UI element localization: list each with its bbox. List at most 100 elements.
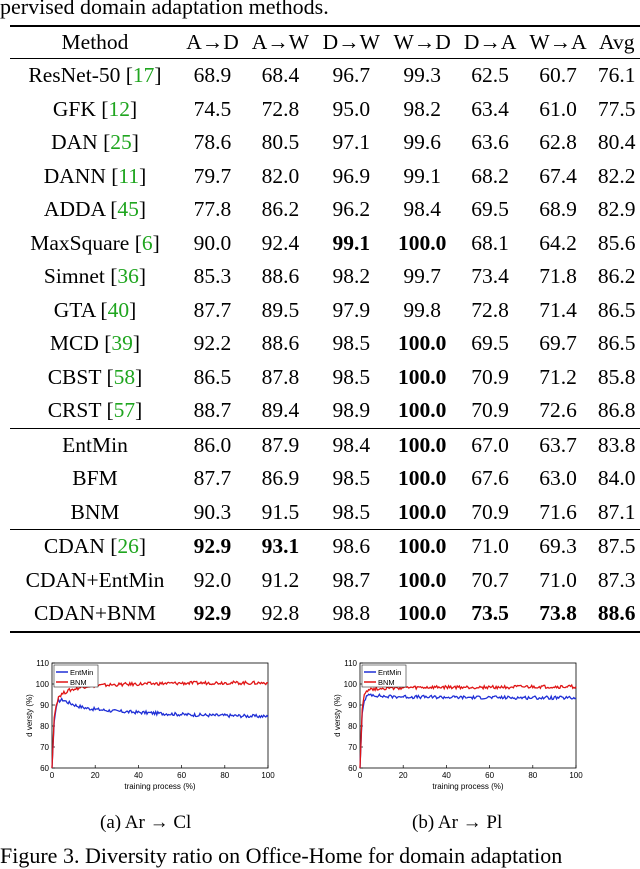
value-cell: 63.6 <box>471 130 509 155</box>
value-cell: 67.6 <box>471 466 509 491</box>
value-cell: 76.1 <box>593 58 640 93</box>
value-cell: 62.5 <box>457 58 523 93</box>
method-cell: CDAN+EntMin <box>10 564 180 598</box>
value-cell: 92.2 <box>193 331 232 356</box>
value-cell: 98.2 <box>332 264 371 289</box>
plot-ar-cl: 0 20 40 60 80 100 60 70 80 90 100 110 training proce… <box>22 655 280 805</box>
x-tick-label: 0 <box>50 771 55 780</box>
method-name: EntMin <box>62 432 128 457</box>
value-cell: 98.9 <box>332 398 371 423</box>
value-cell: 82.9 <box>597 197 636 222</box>
value-cell: 68.9 <box>180 58 245 93</box>
value-cell: 64.2 <box>539 230 577 255</box>
value-cell: 86.9 <box>261 466 300 491</box>
value-cell: 83.8 <box>593 427 640 462</box>
table-row: CDAN+EntMin 92.0 91.2 98.7 100.0 70.7 71.0 87.3 <box>10 564 640 598</box>
method-cell: CRST [57] <box>47 398 143 423</box>
value-cell: 73.5 <box>457 597 523 633</box>
citation-link[interactable]: 39 <box>111 331 133 356</box>
value-cell: 98.7 <box>332 567 371 592</box>
citation-link[interactable]: 6 <box>141 230 153 255</box>
value-cell: 84.0 <box>597 466 636 491</box>
method-name: CBST <box>47 364 102 389</box>
legend-label: EntMin <box>70 668 93 677</box>
value-cell: 86.5 <box>597 331 636 356</box>
method-cell: MaxSquare [6] <box>30 230 160 255</box>
value-cell: 87.7 <box>193 466 232 491</box>
chart-ar-pl-svg: 0 20 40 60 80 100 60 70 80 90 100 110 training proce… <box>333 659 583 791</box>
value-cell: 77.8 <box>193 197 232 222</box>
value-cell: 69.7 <box>539 331 577 356</box>
value-cell: 87.8 <box>261 364 300 389</box>
value-cell: 71.6 <box>539 499 577 524</box>
method-cell: EntMin <box>10 427 180 462</box>
value-cell: 90.3 <box>193 499 232 524</box>
value-cell: 100.0 <box>386 427 458 462</box>
table-caption-fragment: pervised domain adaptation methods. <box>0 0 329 19</box>
y-tick-label: 70 <box>40 743 49 752</box>
citation-link[interactable]: 58 <box>113 364 136 389</box>
value-cell: 87.7 <box>193 297 232 322</box>
value-cell: 96.7 <box>315 58 387 93</box>
value-cell: 91.5 <box>261 499 300 524</box>
value-cell: 72.8 <box>471 297 509 322</box>
value-cell: 99.1 <box>332 230 371 255</box>
value-cell: 100.0 <box>386 529 458 564</box>
method-name: BNM <box>70 499 120 524</box>
value-cell: 100.0 <box>397 398 447 423</box>
x-tick-label: 0 <box>358 771 363 780</box>
value-cell: 63.0 <box>539 466 577 491</box>
x-tick-label: 40 <box>134 771 143 780</box>
y-tick-label: 80 <box>348 722 357 731</box>
method-cell: Simnet [36] <box>43 264 147 289</box>
table-row: EntMin 86.0 87.9 98.4 100.0 67.0 63.7 83.8 <box>10 427 640 462</box>
value-cell: 98.6 <box>315 529 387 564</box>
table-row: Simnet [36] 85.3 88.6 98.2 99.7 73.4 71.8 86.2 <box>10 260 640 294</box>
value-cell: 68.1 <box>471 230 509 255</box>
y-tick-label: 110 <box>344 659 357 668</box>
citation-link[interactable]: 40 <box>107 297 130 322</box>
value-cell: 71.8 <box>539 264 577 289</box>
table-body: ResNet-50 [17] 68.9 68.4 96.7 99.3 62.5 60.7 76… <box>10 58 640 633</box>
header-cell: W→A <box>522 25 594 59</box>
value-cell: 98.2 <box>403 96 441 121</box>
value-cell: 86.5 <box>193 364 232 389</box>
value-cell: 88.7 <box>193 398 232 423</box>
value-cell: 89.5 <box>261 297 300 322</box>
value-cell: 87.3 <box>597 567 636 592</box>
citation-link[interactable]: 17 <box>132 63 155 88</box>
value-cell: 63.7 <box>522 427 594 462</box>
value-cell: 68.4 <box>244 58 316 93</box>
plot-ar-pl: 0 20 40 60 80 100 60 70 80 90 100 110 training proce… <box>330 655 588 805</box>
value-cell: 87.9 <box>244 427 316 462</box>
value-cell: 97.9 <box>332 297 371 322</box>
table-row: MaxSquare [6] 90.0 92.4 99.1 100.0 68.1 64.2 85… <box>10 227 640 261</box>
value-cell: 86.5 <box>597 297 636 322</box>
subcaption-b: (b) Ar → Pl <box>412 812 503 833</box>
value-cell: 87.1 <box>597 499 636 524</box>
citation-link[interactable]: 25 <box>110 130 132 155</box>
value-cell: 86.2 <box>261 197 300 222</box>
value-cell: 69.5 <box>471 331 509 356</box>
value-cell: 82.2 <box>597 163 636 188</box>
citation-link[interactable]: 36 <box>117 264 139 289</box>
table-row: DAN [25] 78.6 80.5 97.1 99.6 63.6 62.8 80.4 <box>10 126 640 160</box>
y-axis-label: d versty (%) <box>333 694 342 737</box>
value-cell: 98.5 <box>332 331 371 356</box>
value-cell: 92.0 <box>193 567 232 592</box>
value-cell: 80.4 <box>597 130 636 155</box>
value-cell: 99.3 <box>386 58 458 93</box>
citation-link[interactable]: 45 <box>117 197 139 222</box>
citation-link[interactable]: 26 <box>117 534 139 559</box>
value-cell: 87.5 <box>593 529 640 564</box>
x-tick-label: 100 <box>569 771 583 780</box>
table-row: BFM 87.7 86.9 98.5 100.0 67.6 63.0 84.0 <box>10 462 640 496</box>
value-cell: 100.0 <box>397 466 447 491</box>
method-name: MCD <box>49 331 99 356</box>
citation-link[interactable]: 12 <box>108 96 130 121</box>
citation-link[interactable]: 57 <box>113 398 136 423</box>
citation-link[interactable]: 11 <box>118 163 140 188</box>
y-tick-label: 80 <box>40 722 49 731</box>
